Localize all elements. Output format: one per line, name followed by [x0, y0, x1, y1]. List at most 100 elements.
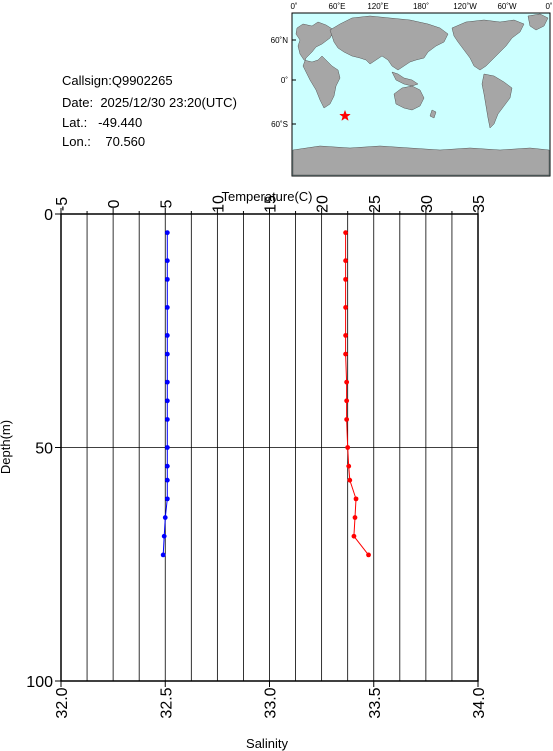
temperature-point: [343, 258, 349, 264]
temperature-tick-label: -5: [54, 197, 71, 211]
map-longitude-label: 60˚E: [329, 2, 346, 11]
salinity-point: [164, 305, 170, 310]
temperature-tick-label: 30: [419, 195, 436, 213]
temperature-series: [343, 230, 371, 558]
salinity-point: [164, 398, 170, 404]
land-asia: [329, 15, 449, 71]
temperature-point: [353, 496, 359, 502]
salinity-point: [164, 230, 170, 236]
map-latitude-label: 60˚S: [271, 120, 288, 129]
land-greenland: [527, 13, 549, 31]
map-graticule: [292, 39, 296, 125]
temperature-axis: -5 0 5 10 15 20 25 30 35: [54, 195, 488, 214]
temperature-tick-label: 15: [263, 195, 280, 213]
salinity-axis: 32.0 32.5 33.0 33.5 34.0: [54, 681, 488, 719]
map-longitude-label: 120˚E: [367, 2, 388, 11]
salinity-tick-label: 34.0: [471, 687, 488, 718]
date-label: Date:: [62, 95, 94, 110]
map-landmasses: [292, 13, 550, 176]
depth-axis-label: Depth(m): [0, 420, 13, 474]
lat-value: -49.440: [98, 115, 143, 130]
temperature-axis-label: Temperature(C): [221, 189, 312, 204]
depth-tick-label: 0: [44, 207, 53, 224]
salinity-point: [161, 533, 167, 539]
salinity-point: [164, 276, 170, 282]
lat-line: Lat.: -49.440: [62, 115, 142, 130]
land-antarctica: [292, 145, 550, 176]
salinity-point: [160, 552, 166, 558]
grid-lines: [61, 214, 478, 681]
salinity-series: [160, 230, 170, 558]
salinity-axis-label: Salinity: [246, 736, 288, 751]
salinity-tick-label: 32.0: [54, 687, 71, 718]
map-longitude-label: 180˚: [413, 2, 429, 11]
salinity-point: [164, 258, 170, 264]
temperature-point: [343, 230, 349, 236]
salinity-tick-label: 32.5: [158, 687, 175, 718]
temperature-tick-label: 5: [158, 199, 175, 208]
salinity-point: [164, 333, 170, 338]
temperature-tick-label: 25: [367, 195, 384, 213]
temperature-point: [344, 417, 350, 422]
callsign-value: Q9902265: [111, 73, 173, 88]
lon-line: Lon.: 70.560: [62, 134, 145, 149]
station-marker-icon: [339, 109, 351, 121]
callsign-line: Callsign:Q9902265: [62, 73, 173, 88]
temperature-tick-label: 35: [471, 195, 488, 213]
map-latitude-label: 60˚N: [271, 36, 289, 45]
temperature-point: [351, 533, 357, 539]
salinity-point: [164, 477, 170, 483]
lat-label: Lat.:: [62, 115, 88, 130]
date-line: Date: 2025/12/30 23:20(UTC): [62, 95, 237, 110]
temperature-point: [352, 515, 358, 520]
lon-value: 70.560: [105, 134, 146, 149]
land-southeast-asia: [391, 71, 419, 87]
temperature-point: [343, 351, 349, 357]
temperature-point: [343, 305, 349, 310]
temperature-point: [343, 276, 349, 282]
callsign-label: Callsign:: [62, 73, 112, 88]
map-top-labels: 0˚ 60˚E 120˚E 180˚ 120˚W 60˚W 0˚: [290, 2, 552, 11]
lon-label: Lon.:: [62, 134, 91, 149]
land-australia: [393, 85, 425, 111]
salinity-point: [164, 417, 170, 422]
salinity-point: [164, 379, 170, 385]
temperature-point: [345, 445, 351, 450]
world-map: 0˚ 60˚E 120˚E 180˚ 120˚W 60˚W 0˚ 60˚N 0˚ 60˚S: [271, 2, 553, 177]
map-longitude-label: 0˚: [545, 2, 552, 11]
salinity-point: [164, 496, 170, 502]
temperature-point: [346, 463, 352, 469]
station-star: [339, 109, 351, 121]
temperature-point: [344, 379, 350, 385]
map-side-labels: 60˚N 0˚ 60˚S: [271, 36, 289, 129]
date-value: 2025/12/30 23:20(UTC): [100, 95, 237, 110]
depth-tick-label: 50: [35, 441, 53, 458]
temperature-tick-label: 0: [106, 199, 123, 208]
temperature-point: [344, 398, 350, 404]
land-new-zealand: [429, 109, 437, 119]
map-longitude-label: 0˚: [290, 2, 297, 11]
salinity-tick-label: 33.5: [367, 687, 384, 718]
land-north-america: [451, 19, 525, 71]
map-longitude-label: 120˚W: [453, 2, 477, 11]
salinity-point: [164, 463, 170, 469]
map-longitude-label: 60˚W: [497, 2, 517, 11]
temperature-point: [343, 333, 349, 338]
temperature-tick-label: 10: [210, 195, 227, 213]
land-south-america: [481, 73, 513, 129]
salinity-point: [164, 351, 170, 357]
depth-axis: 0 50 100: [26, 207, 61, 691]
temperature-point: [366, 552, 371, 558]
salinity-tick-label: 33.0: [263, 687, 280, 718]
series-layer: [160, 230, 371, 558]
map-latitude-label: 0˚: [281, 76, 288, 85]
profile-chart: -5 0 5 10 15 20 25 30 35 32.0 32.5 33.0 33.5 34.0 05…: [0, 189, 488, 751]
temperature-tick-label: 20: [315, 195, 332, 213]
salinity-point: [162, 515, 168, 520]
salinity-point: [164, 445, 170, 450]
salinity-profile-line: [162, 232, 168, 555]
temperature-point: [347, 477, 353, 483]
depth-tick-label: 100: [26, 674, 53, 691]
temperature-profile-line: [345, 232, 369, 556]
